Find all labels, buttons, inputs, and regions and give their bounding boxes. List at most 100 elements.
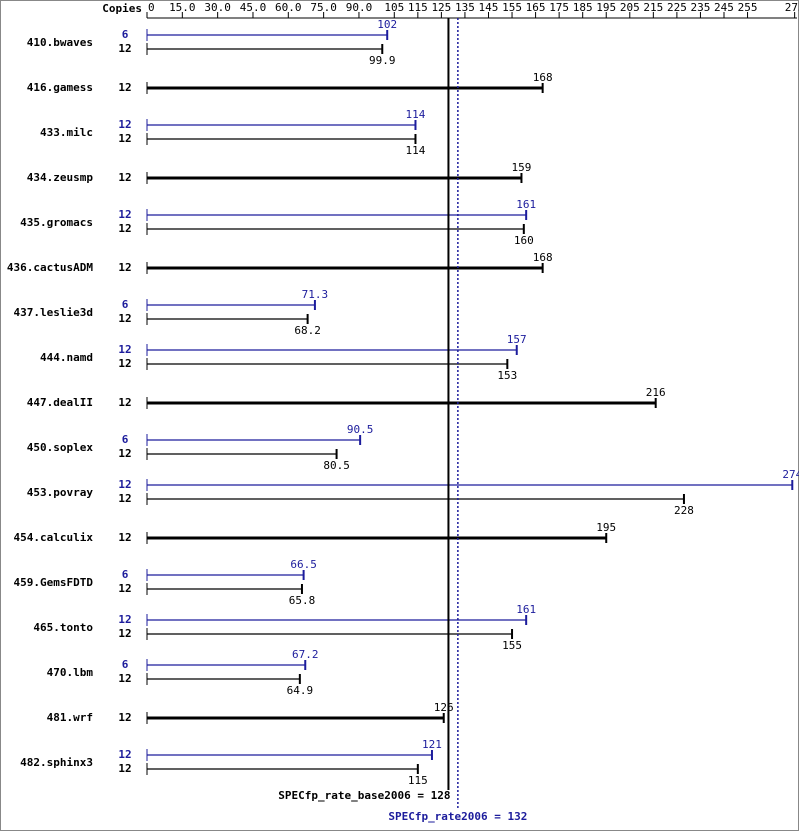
value-label: 64.9 — [287, 684, 314, 697]
value-label: 80.5 — [323, 459, 350, 472]
copies-label: 12 — [118, 711, 131, 724]
value-label: 65.8 — [289, 594, 316, 607]
benchmark-label: 447.dealII — [27, 396, 93, 409]
x-tick-label: 90.0 — [346, 1, 373, 14]
reference-label: SPECfp_rate2006 = 132 — [388, 810, 527, 823]
value-label: 67.2 — [292, 648, 319, 661]
axis-label: Copies — [102, 2, 142, 15]
x-tick-label: 165 — [526, 1, 546, 14]
x-tick-label: 205 — [620, 1, 640, 14]
x-tick-label: 225 — [667, 1, 687, 14]
x-tick-label: 105 — [384, 1, 404, 14]
value-label: 115 — [408, 774, 428, 787]
x-tick-label: 195 — [596, 1, 616, 14]
copies-label: 6 — [122, 28, 129, 41]
x-tick-label: 125 — [431, 1, 451, 14]
benchmark-label: 454.calculix — [14, 531, 94, 544]
copies-label: 12 — [118, 42, 131, 55]
value-label: 160 — [514, 234, 534, 247]
benchmark-label: 433.milc — [40, 126, 93, 139]
x-tick-label: 185 — [573, 1, 593, 14]
copies-label: 12 — [118, 171, 131, 184]
copies-label: 12 — [118, 672, 131, 685]
x-tick-label: 115 — [408, 1, 428, 14]
x-tick-label: 15.0 — [169, 1, 196, 14]
copies-label: 12 — [118, 627, 131, 640]
value-label: 168 — [533, 71, 553, 84]
x-tick-label: 155 — [502, 1, 522, 14]
copies-label: 12 — [118, 81, 131, 94]
value-label: 66.5 — [290, 558, 317, 571]
x-tick-label: 135 — [455, 1, 475, 14]
value-label: 114 — [406, 108, 426, 121]
copies-label: 12 — [118, 208, 131, 221]
benchmark-label: 416.gamess — [27, 81, 93, 94]
value-label: 114 — [406, 144, 426, 157]
copies-label: 12 — [118, 132, 131, 145]
value-label: 216 — [646, 386, 666, 399]
value-label: 228 — [674, 504, 694, 517]
reference-label: SPECfp_rate_base2006 = 128 — [278, 789, 450, 802]
value-label: 68.2 — [294, 324, 321, 337]
copies-label: 12 — [118, 312, 131, 325]
copies-label: 6 — [122, 298, 129, 311]
x-tick-label: 60.0 — [275, 1, 302, 14]
copies-label: 12 — [118, 748, 131, 761]
value-label: 102 — [377, 18, 397, 31]
value-label: 159 — [512, 161, 532, 174]
benchmark-label: 444.namd — [40, 351, 93, 364]
value-label: 71.3 — [302, 288, 329, 301]
x-tick-label: 75.0 — [310, 1, 337, 14]
copies-label: 6 — [122, 433, 129, 446]
benchmark-label: 434.zeusmp — [27, 171, 94, 184]
copies-label: 12 — [118, 447, 131, 460]
benchmark-label: 450.soplex — [27, 441, 94, 454]
x-tick-label: 255 — [738, 1, 758, 14]
value-label: 99.9 — [369, 54, 396, 67]
x-tick-label: 145 — [479, 1, 499, 14]
copies-label: 12 — [118, 118, 131, 131]
value-label: 121 — [422, 738, 442, 751]
copies-label: 12 — [118, 582, 131, 595]
benchmark-label: 453.povray — [27, 486, 94, 499]
copies-label: 12 — [118, 261, 131, 274]
copies-label: 12 — [118, 222, 131, 235]
copies-label: 12 — [118, 357, 131, 370]
benchmark-label: 435.gromacs — [20, 216, 93, 229]
copies-label: 12 — [118, 478, 131, 491]
copies-label: 12 — [118, 613, 131, 626]
x-tick-label: 215 — [643, 1, 663, 14]
copies-label: 12 — [118, 343, 131, 356]
value-label: 161 — [516, 603, 536, 616]
copies-label: 12 — [118, 762, 131, 775]
value-label: 195 — [596, 521, 616, 534]
copies-label: 12 — [118, 396, 131, 409]
x-tick-label: 45.0 — [240, 1, 267, 14]
value-label: 161 — [516, 198, 536, 211]
value-label: 126 — [434, 701, 454, 714]
x-tick-label: 245 — [714, 1, 734, 14]
copies-label: 6 — [122, 568, 129, 581]
benchmark-label: 465.tonto — [33, 621, 93, 634]
value-label: 90.5 — [347, 423, 374, 436]
x-tick-label: 175 — [549, 1, 569, 14]
benchmark-label: 459.GemsFDTD — [14, 576, 94, 589]
x-tick-label: 275 — [785, 1, 799, 14]
value-label: 157 — [507, 333, 527, 346]
copies-label: 12 — [118, 492, 131, 505]
value-label: 274 — [782, 468, 799, 481]
x-tick-label: 0 — [148, 1, 155, 14]
x-tick-label: 30.0 — [204, 1, 231, 14]
benchmark-label: 482.sphinx3 — [20, 756, 93, 769]
benchmark-label: 481.wrf — [47, 711, 93, 724]
copies-label: 6 — [122, 658, 129, 671]
benchmark-label: 436.cactusADM — [7, 261, 93, 274]
value-label: 168 — [533, 251, 553, 264]
benchmark-label: 437.leslie3d — [14, 306, 93, 319]
value-label: 153 — [497, 369, 517, 382]
copies-label: 12 — [118, 531, 131, 544]
value-label: 155 — [502, 639, 522, 652]
benchmark-label: 410.bwaves — [27, 36, 93, 49]
